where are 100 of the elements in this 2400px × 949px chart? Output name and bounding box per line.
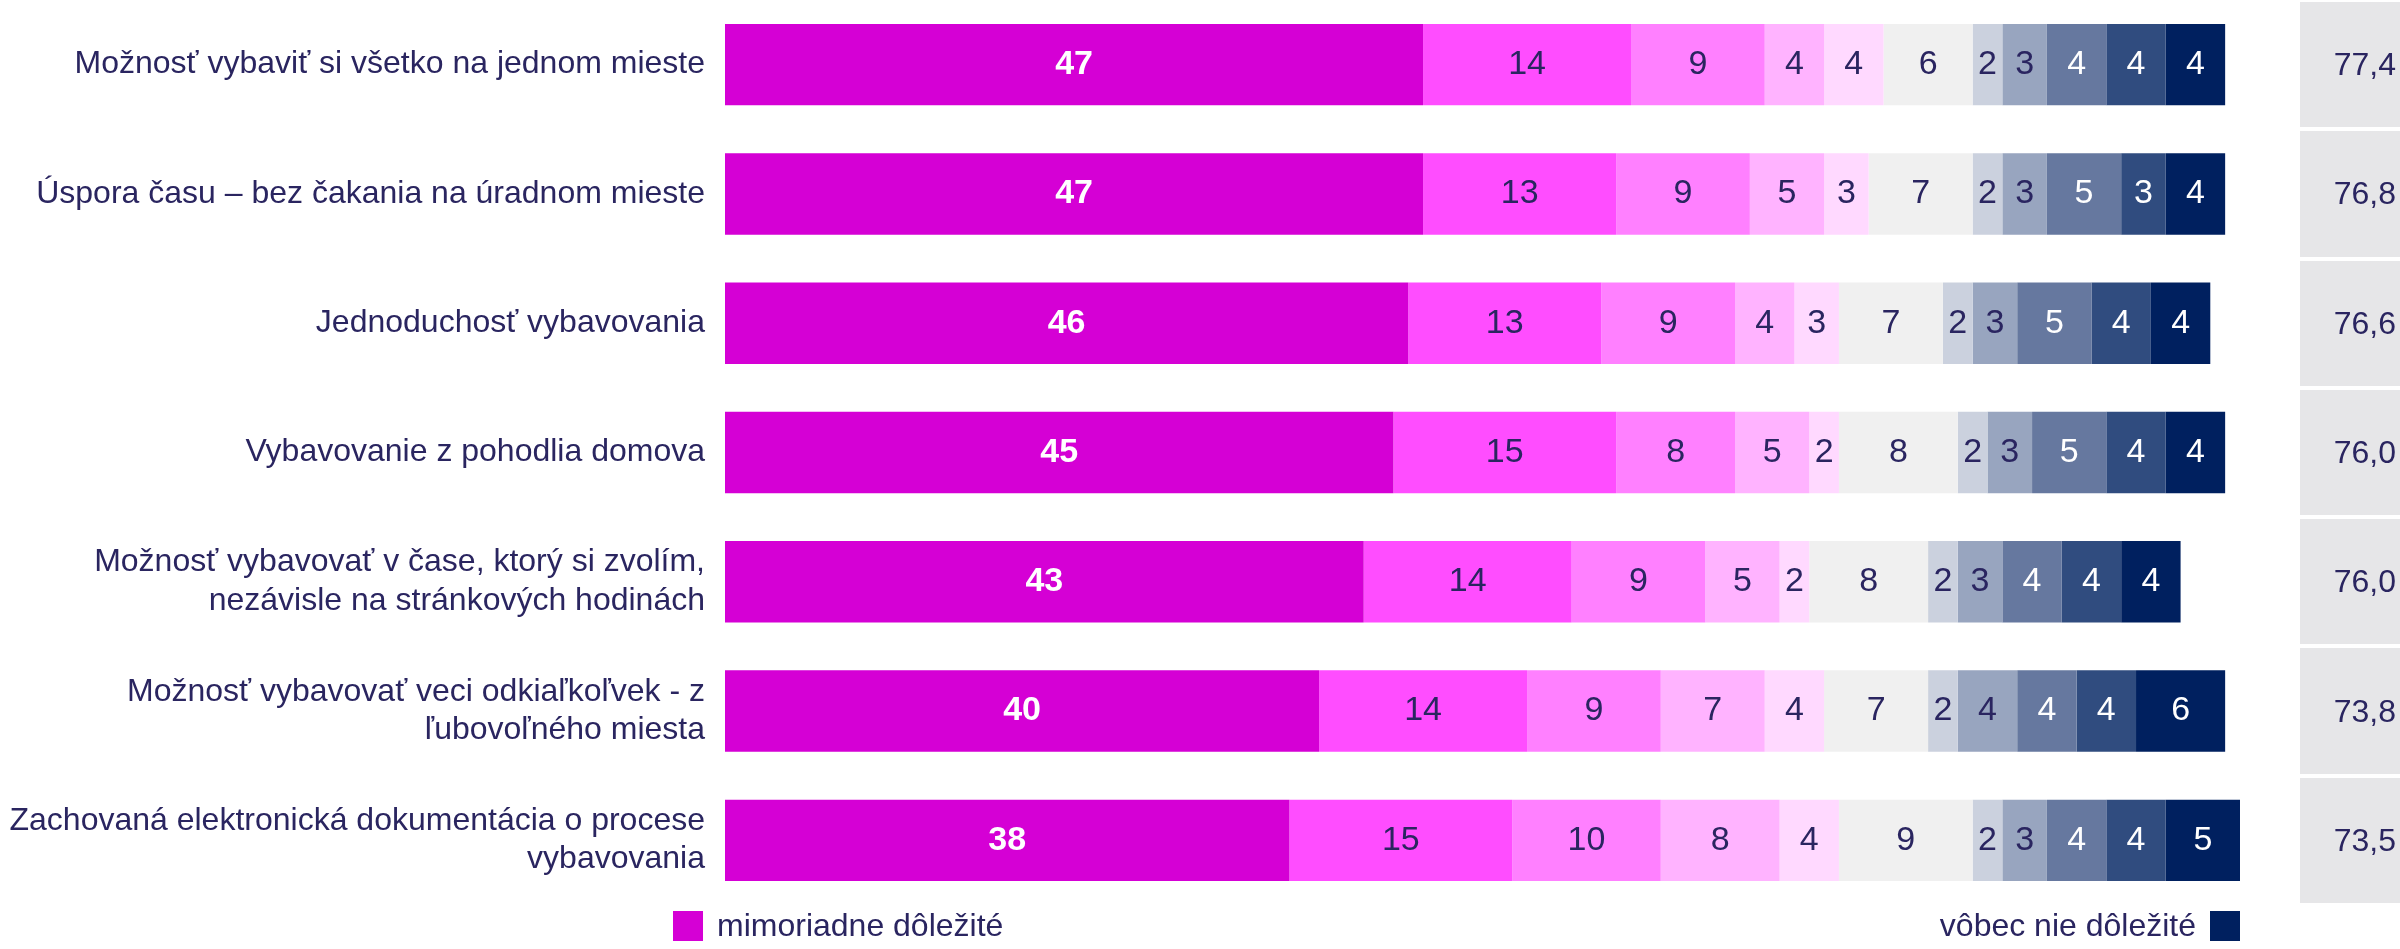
- data-label: 47: [1055, 172, 1093, 211]
- bar: [725, 282, 1409, 364]
- bar: [1764, 670, 1825, 752]
- data-label: 8: [1859, 560, 1879, 599]
- bar: [1616, 153, 1750, 235]
- data-label: 3: [2000, 430, 2020, 469]
- data-label: 2: [1784, 560, 1804, 599]
- bar: [1824, 23, 1884, 106]
- data-label: 5: [1762, 430, 1782, 469]
- data-label: 4: [2082, 560, 2101, 599]
- data-label: 4: [2171, 301, 2191, 340]
- bar: [2106, 23, 2166, 106]
- bar: [1660, 799, 1780, 882]
- bar: [2165, 23, 2226, 106]
- data-label: 2: [1948, 301, 1968, 340]
- data-label: 7: [1866, 689, 1886, 728]
- bar: [1883, 23, 1973, 106]
- bar: [1571, 541, 1706, 623]
- data-label: 5: [2193, 818, 2213, 857]
- data-label: 2: [1933, 689, 1953, 728]
- bar: [725, 541, 1364, 623]
- bar: [1527, 670, 1661, 752]
- bar: [2106, 799, 2166, 882]
- data-label: 40: [1003, 689, 1041, 728]
- data-label: 2: [1978, 43, 1997, 82]
- y-tick-label: Možnosť vybaviť si všetko na jednom mieste: [74, 44, 705, 81]
- data-label: 3: [2015, 172, 2035, 211]
- data-label: 14: [1404, 689, 1442, 728]
- bar: [1809, 411, 1839, 494]
- bar: [2121, 153, 2166, 235]
- y-tick-label: Možnosť vybavovať v čase, ktorý si zvolím, nezávisle na stránkových hodinách: [94, 542, 705, 617]
- bar: [2061, 541, 2122, 623]
- data-label: 4: [2022, 560, 2042, 599]
- bar: [1942, 282, 1973, 364]
- data-label: 8: [1710, 818, 1730, 857]
- bar: [1809, 541, 1929, 623]
- bar: [1764, 23, 1825, 106]
- bar: [2002, 799, 2047, 882]
- data-label: 8: [1666, 430, 1686, 469]
- y-tick-label: Jednoduchosť vybavovania: [315, 303, 706, 340]
- data-label: 9: [1673, 172, 1693, 211]
- bar: [1838, 411, 1958, 494]
- data-label: 2: [1978, 818, 1997, 857]
- bar: [1838, 799, 1973, 882]
- bar: [1928, 541, 1958, 623]
- bar: [1779, 541, 1810, 623]
- bar: [2076, 670, 2137, 752]
- bar: [2165, 153, 2226, 235]
- data-label: 7: [1911, 172, 1931, 211]
- bar: [1423, 23, 1632, 106]
- data-label: 5: [2074, 172, 2094, 211]
- data-label: 9: [1658, 301, 1678, 340]
- data-label: 4: [2126, 430, 2146, 469]
- data-label: 4: [2141, 560, 2161, 599]
- bar: [1660, 670, 1765, 752]
- data-label: 4: [2096, 689, 2116, 728]
- bar: [725, 153, 1424, 235]
- series-label: vôbec nie dôležité: [1939, 907, 2196, 944]
- data-label: 15: [1485, 430, 1524, 469]
- data-label: 3: [2133, 172, 2153, 211]
- data-label: 13: [1500, 172, 1539, 211]
- bar: [725, 799, 1290, 882]
- bar: [2150, 282, 2211, 364]
- bar: [1423, 153, 1617, 235]
- data-label: 2: [1814, 430, 1834, 469]
- text: 76,8: [2300, 131, 2400, 257]
- bar: [1735, 282, 1795, 364]
- bar: [1408, 282, 1602, 364]
- data-label: 9: [1584, 689, 1604, 728]
- data-label: 3: [1807, 301, 1827, 340]
- bar: [1512, 799, 1661, 882]
- data-label: 4: [2037, 689, 2057, 728]
- data-label: 5: [2044, 301, 2064, 340]
- data-label: 9: [1688, 43, 1708, 82]
- bar: [2017, 670, 2077, 752]
- bar: [2046, 799, 2107, 882]
- data-label: 4: [2185, 43, 2205, 82]
- data-label: 4: [2126, 43, 2146, 82]
- data-label: 15: [1381, 818, 1420, 857]
- data-label: 4: [1784, 43, 1804, 82]
- bar: [1972, 153, 2003, 235]
- data-label: 46: [1047, 301, 1086, 340]
- data-label: 4: [1844, 43, 1864, 82]
- bar: [1363, 541, 1572, 623]
- data-label: 3: [2015, 43, 2035, 82]
- data-label: 10: [1567, 818, 1606, 857]
- data-label: 4: [2126, 818, 2146, 857]
- data-label: 2: [1963, 430, 1983, 469]
- bar: [1987, 411, 2033, 494]
- bar: [1393, 411, 1617, 494]
- bar: [1957, 670, 2018, 752]
- text: 76,6: [2300, 260, 2400, 386]
- bar: [1749, 153, 1825, 235]
- bar: [2002, 153, 2047, 235]
- legend-label: mimoriadne dôležité: [717, 907, 1004, 944]
- bar: [1735, 411, 1810, 494]
- bar: [725, 411, 1394, 494]
- bar: [725, 670, 1320, 752]
- y-tick-label: Možnosť vybavovať veci odkiaľkoľvek - z ľubovoľného miesta: [127, 671, 706, 747]
- bar: [1868, 153, 1973, 235]
